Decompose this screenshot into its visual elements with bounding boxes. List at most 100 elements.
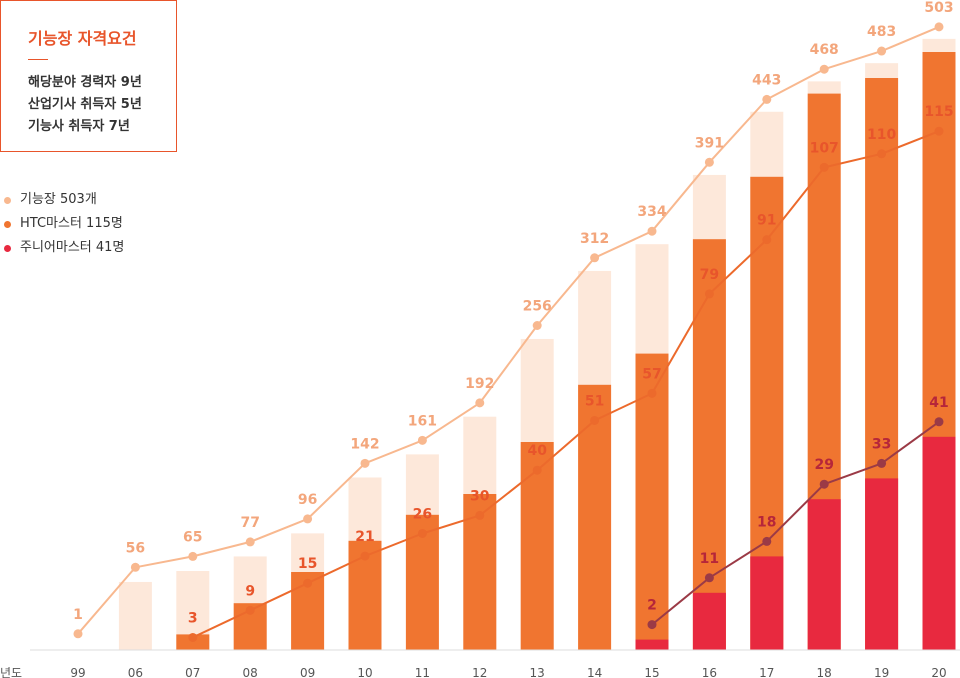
point-htc-master [360, 551, 370, 561]
point-htc-master [245, 605, 255, 615]
data-label-htc-master: 107 [810, 140, 839, 156]
point-craftsman [130, 562, 140, 572]
x-tick-label: 15 [644, 666, 659, 678]
point-craftsman [877, 46, 887, 56]
data-label-craftsman: 1 [73, 607, 83, 623]
bar-htc-master [176, 634, 210, 650]
line-craftsman [77, 25, 940, 635]
x-tick-label: 14 [587, 666, 602, 678]
point-craftsman [73, 629, 83, 639]
x-tick-label: 06 [128, 666, 143, 678]
qualification-box: 기능장 자격요건 해당분야 경력자 9년 산업기사 취득자 5년 기능사 취득자… [0, 0, 177, 152]
qualification-title: 기능장 자격요건 [28, 29, 137, 48]
data-label-craftsman: 443 [752, 72, 781, 88]
qualification-lines: 해당분야 경력자 9년 산업기사 취득자 5년 기능사 취득자 7년 [28, 72, 142, 138]
point-junior-master [647, 620, 657, 630]
point-junior-master [877, 458, 887, 468]
data-label-craftsman: 483 [867, 24, 896, 40]
data-label-junior-master: 33 [872, 436, 891, 452]
legend-label: HTC마스터 115명 [20, 216, 123, 231]
data-label-craftsman: 256 [523, 298, 552, 314]
point-htc-master [819, 162, 829, 172]
data-label-htc-master: 26 [413, 506, 432, 522]
point-craftsman [647, 226, 657, 236]
data-label-craftsman: 142 [350, 436, 379, 452]
x-tick-label: 17 [759, 666, 774, 678]
bar-junior-master [807, 499, 841, 650]
point-htc-master [417, 528, 427, 538]
bar-junior-master [865, 478, 899, 650]
point-htc-master [532, 465, 542, 475]
point-craftsman [360, 458, 370, 468]
point-craftsman [934, 22, 944, 32]
x-tick-label: 18 [817, 666, 832, 678]
data-label-craftsman: 503 [924, 0, 953, 16]
legend-dot-icon [4, 245, 11, 252]
lines [73, 22, 944, 642]
legend: 기능장 503개 HTC마스터 115명 주니어마스터 41명 [4, 192, 124, 264]
data-label-craftsman: 468 [810, 42, 839, 58]
point-htc-master [590, 415, 600, 425]
data-label-craftsman: 312 [580, 231, 609, 247]
data-label-craftsman: 391 [695, 135, 724, 151]
legend-dot-icon [4, 197, 11, 204]
x-tick-label: 09 [300, 666, 315, 678]
data-label-junior-master: 11 [700, 551, 719, 567]
x-tick-label: 99 [70, 666, 85, 678]
point-junior-master [704, 573, 714, 583]
point-junior-master [819, 479, 829, 489]
data-label-craftsman: 161 [408, 413, 437, 429]
x-tick-label: 16 [702, 666, 717, 678]
point-htc-master [877, 149, 887, 159]
data-label-htc-master: 91 [757, 213, 776, 229]
point-craftsman [417, 435, 427, 445]
legend-item-junior-master: 주니어마스터 41명 [4, 240, 124, 264]
point-craftsman [188, 551, 198, 561]
x-axis-label: 년도 [0, 666, 22, 678]
point-htc-master [188, 632, 198, 642]
data-label-htc-master: 51 [585, 393, 604, 409]
bar-junior-master [922, 436, 956, 650]
x-tick-label: 11 [415, 666, 430, 678]
x-tick-label: 19 [874, 666, 889, 678]
x-tick-label: 10 [357, 666, 372, 678]
bar-junior-master [635, 639, 669, 650]
bar-junior-master [750, 556, 784, 650]
point-junior-master [762, 536, 772, 546]
data-label-htc-master: 3 [188, 610, 198, 626]
data-label-htc-master: 57 [642, 366, 661, 382]
point-junior-master [934, 417, 944, 427]
legend-label: 주니어마스터 41명 [20, 240, 125, 255]
point-craftsman [532, 320, 542, 330]
data-label-htc-master: 110 [867, 127, 896, 143]
qualification-line: 해당분야 경력자 9년 [28, 75, 142, 90]
point-craftsman [704, 157, 714, 167]
data-label-htc-master: 30 [470, 488, 490, 504]
data-label-htc-master: 40 [527, 443, 547, 459]
bar-htc-master [520, 442, 554, 650]
line-junior-master [651, 420, 940, 626]
qualification-line: 산업기사 취득자 5년 [28, 97, 142, 112]
data-label-htc-master: 21 [355, 529, 374, 545]
data-labels: 1566577961421611922563123343914434684835… [73, 0, 953, 626]
bar-htc-master [635, 353, 669, 650]
point-htc-master [704, 289, 714, 299]
point-craftsman [762, 94, 772, 104]
bar-junior-master [692, 592, 726, 650]
data-label-htc-master: 115 [924, 104, 953, 120]
point-craftsman [819, 64, 829, 74]
point-htc-master [762, 235, 772, 245]
data-label-craftsman: 334 [637, 204, 666, 220]
x-tick-label: 07 [185, 666, 200, 678]
data-label-junior-master: 2 [647, 598, 657, 614]
data-label-craftsman: 65 [183, 529, 202, 545]
data-label-htc-master: 9 [245, 583, 255, 599]
point-htc-master [303, 578, 313, 588]
point-craftsman [245, 537, 255, 547]
legend-dot-icon [4, 221, 11, 228]
point-htc-master [475, 510, 485, 520]
data-label-junior-master: 18 [757, 514, 776, 530]
x-tick-label: 13 [530, 666, 545, 678]
x-tick-label: 08 [243, 666, 258, 678]
